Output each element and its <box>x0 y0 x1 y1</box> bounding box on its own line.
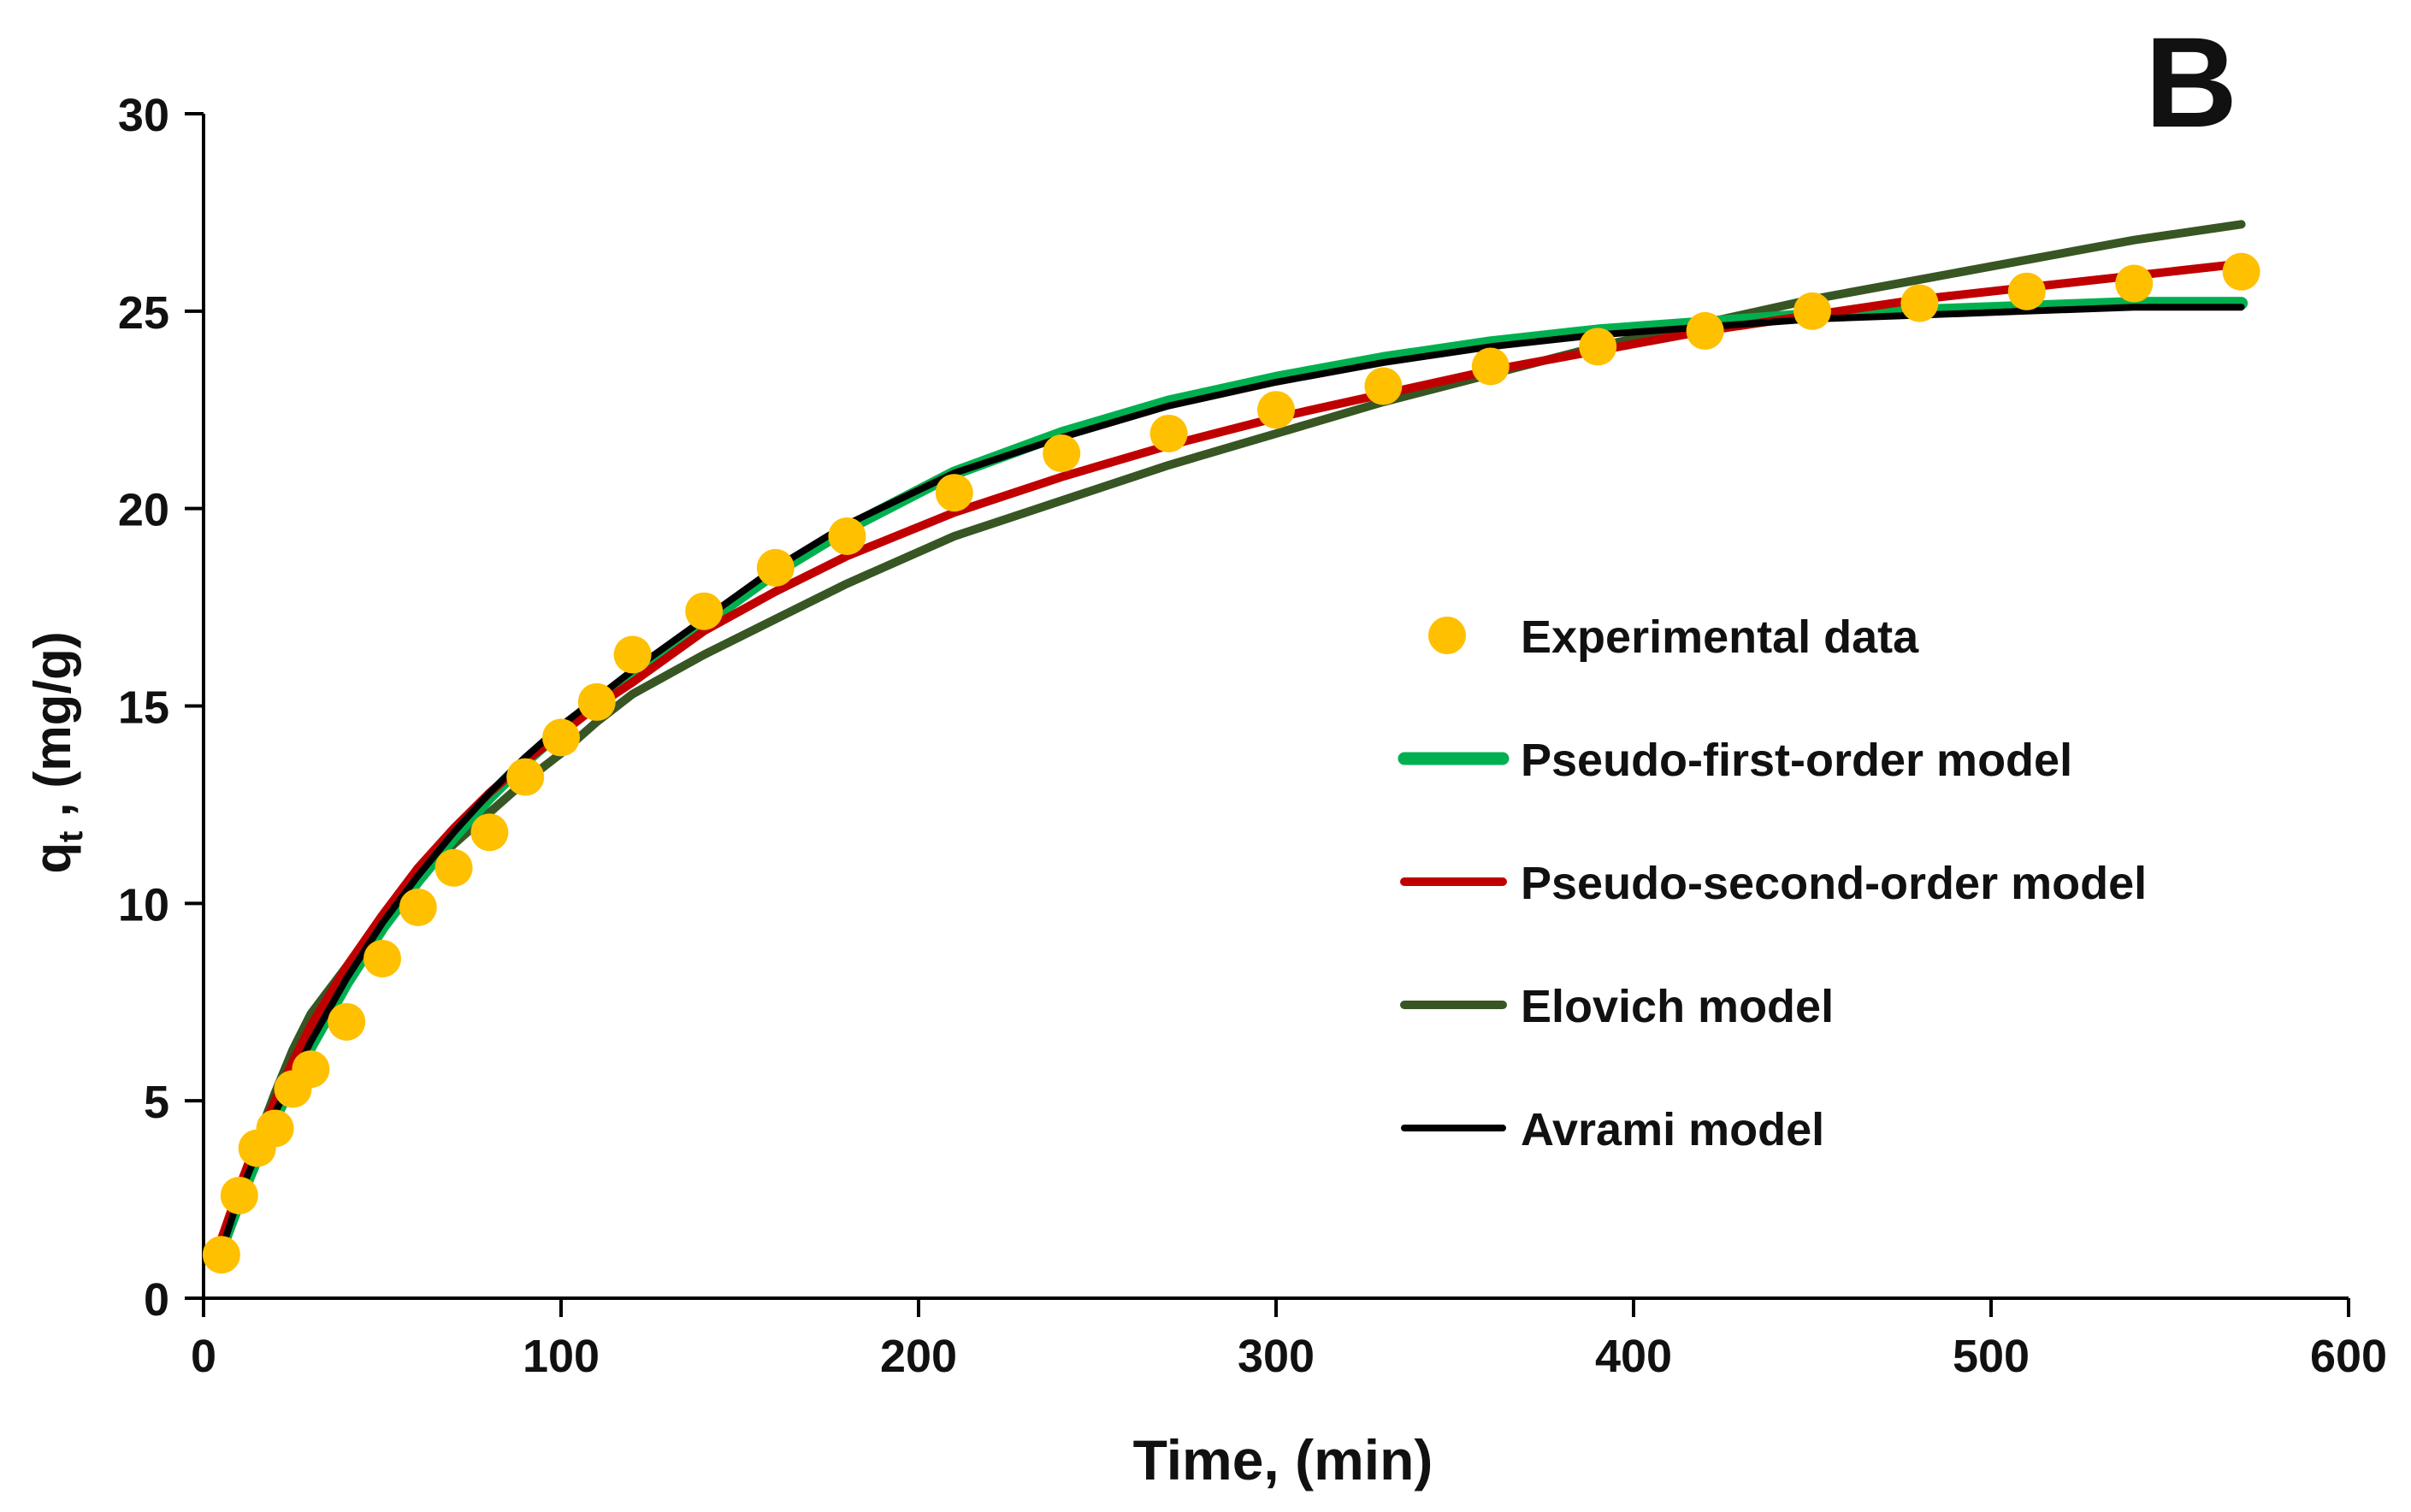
y-tick-label: 10 <box>118 879 169 930</box>
data-point <box>1579 328 1617 366</box>
data-point <box>1471 347 1510 386</box>
y-axis-label-subscript: t <box>52 831 90 842</box>
y-axis-label-units: , (mg/g) <box>24 631 81 830</box>
y-tick-label: 5 <box>144 1077 169 1128</box>
data-point <box>1686 311 1724 350</box>
data-point <box>1043 434 1081 473</box>
data-point <box>2115 264 2154 303</box>
y-tick-label: 15 <box>118 682 169 734</box>
data-point <box>685 592 724 630</box>
legend-label-pseudo-first-order-model: Pseudo-first-order model <box>1521 735 2072 786</box>
legend-label-elovich-model: Elovich model <box>1521 981 1834 1032</box>
data-point <box>434 848 473 887</box>
data-point <box>1257 391 1295 429</box>
y-axis-label-group: qt , (mg/g) <box>24 631 90 873</box>
y-tick-label: 25 <box>118 287 169 339</box>
data-point <box>1149 414 1188 452</box>
data-point <box>1364 367 1403 405</box>
data-point <box>542 718 580 757</box>
legend-label-experimental-data: Experimental data <box>1521 611 1919 663</box>
experimental-points <box>202 252 2260 1274</box>
data-point <box>2007 272 2046 310</box>
data-point <box>470 813 509 852</box>
x-tick-label: 100 <box>523 1331 600 1382</box>
y-tick-label: 30 <box>118 90 169 141</box>
data-point <box>828 517 866 555</box>
data-point <box>1900 284 1939 322</box>
legend-label-pseudo-second-order-model: Pseudo-second-order model <box>1521 858 2147 909</box>
y-tick-label: 20 <box>118 485 169 536</box>
x-axis-label: Time, (min) <box>1133 1428 1433 1491</box>
data-point <box>292 1050 330 1089</box>
data-point <box>613 635 652 674</box>
legend: Experimental data Pseudo-first-order mode… <box>1398 611 2147 1155</box>
data-point <box>1793 292 1831 330</box>
legend-label-avrami-model: Avrami model <box>1521 1104 1824 1155</box>
data-point <box>935 474 973 512</box>
y-tick-label: 0 <box>144 1274 169 1326</box>
data-point <box>363 939 401 977</box>
data-point <box>220 1176 258 1214</box>
data-point <box>577 682 616 721</box>
panel-label: B <box>2145 10 2237 154</box>
x-tick-label: 500 <box>1953 1331 2030 1382</box>
x-tick-label: 600 <box>2310 1331 2387 1382</box>
legend-marker-experimental-data <box>1428 617 1466 654</box>
data-point <box>202 1236 240 1274</box>
data-point <box>256 1109 294 1148</box>
svg-text:qt , (mg/g): qt , (mg/g) <box>24 631 90 873</box>
x-tick-label: 200 <box>880 1331 957 1382</box>
data-point <box>506 758 545 796</box>
data-point <box>399 888 437 926</box>
x-tick-label: 0 <box>191 1331 216 1382</box>
data-point <box>2222 252 2260 291</box>
x-tick-label: 300 <box>1238 1331 1315 1382</box>
data-point <box>328 1002 366 1041</box>
x-tick-label: 400 <box>1595 1331 1672 1382</box>
data-point <box>756 548 795 587</box>
y-axis-label-main: q <box>24 842 81 874</box>
